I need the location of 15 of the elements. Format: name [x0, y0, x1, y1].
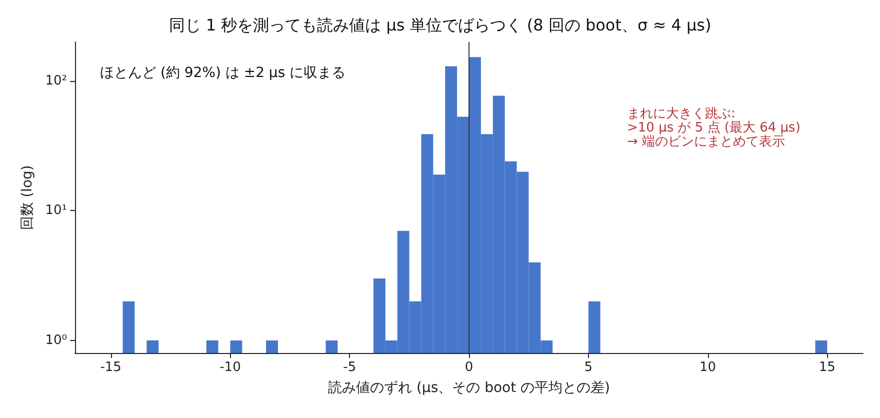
annotation: まれに大きく跳ぶ: >10 µs が 5 点 (最大 64 µs) → 端のビンにまとめて表示 — [627, 106, 800, 150]
x-tick-label: -10 — [220, 360, 241, 375]
y-tick-label: 10¹ — [45, 203, 67, 218]
y-tick-label: 10⁰ — [45, 332, 67, 348]
x-tick-label: 10 — [700, 360, 716, 375]
chart-title: 同じ 1 秒を測っても読み値は µs 単位でばらつく (8 回の boot、σ ≈ 4 µs) — [168, 16, 712, 34]
y-tick-label: 10² — [45, 74, 67, 89]
y-axis-title: 回数 (log) — [19, 165, 36, 230]
annotation: ほとんど (約 92%) は ±2 µs に収まる — [100, 65, 346, 81]
x-tick-label: 0 — [464, 360, 474, 375]
x-tick-label: -5 — [343, 360, 356, 375]
x-tick-label: -15 — [100, 360, 122, 375]
x-axis-title: 読み値のずれ (µs、その boot の平均との差) — [328, 380, 610, 396]
x-tick-label: 15 — [818, 360, 836, 375]
x-tick-label: 5 — [584, 360, 593, 375]
